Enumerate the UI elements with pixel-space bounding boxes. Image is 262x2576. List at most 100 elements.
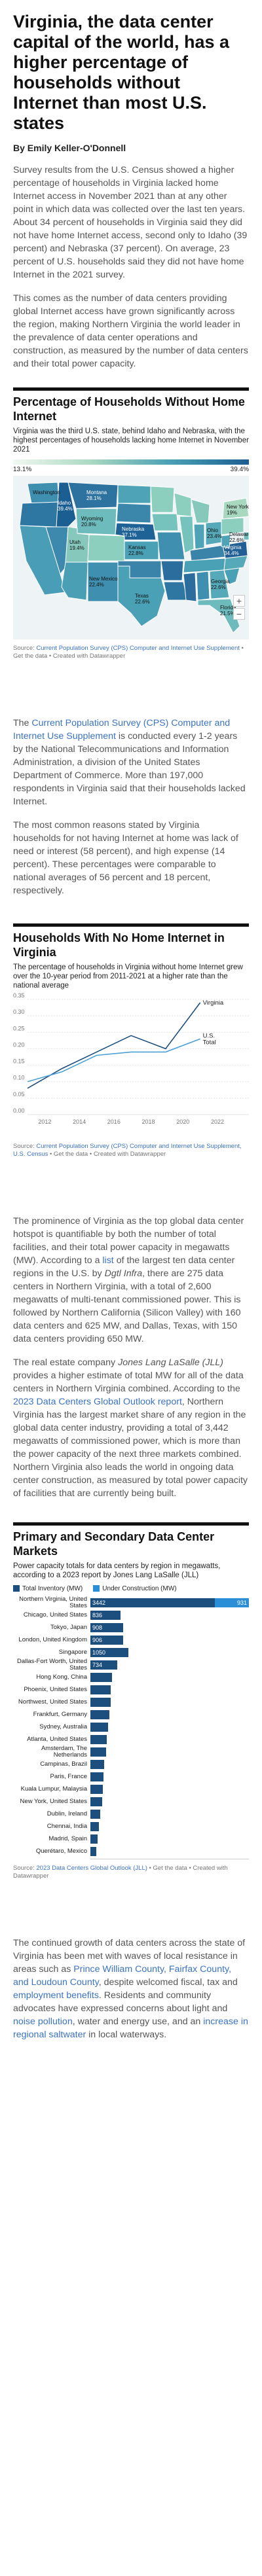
bar-row: Madrid, Spain (13, 1833, 249, 1845)
zoom-out-button[interactable]: − (233, 608, 245, 620)
y-tick-label: 0.05 (13, 1091, 25, 1098)
bar-total[interactable] (90, 1810, 100, 1819)
bar-total[interactable] (90, 1698, 111, 1707)
line-chart-description: The percentage of households in Virginia… (13, 963, 249, 990)
bar-chart-description: Power capacity totals for data centers b… (13, 1562, 249, 1580)
series-label-u-s-total: U.S. Total (203, 1032, 216, 1046)
bar-total[interactable]: 1050 (90, 1648, 128, 1657)
article-title: Virginia, the data center capital of the… (13, 0, 249, 134)
bar-track (90, 1673, 249, 1682)
state-south-dakota[interactable] (117, 503, 151, 523)
us-choropleth-map[interactable]: Montana 28.1% Idaho 39.4% Wyoming 20.8% Nebras… (13, 476, 249, 639)
state-louisiana[interactable] (164, 582, 187, 600)
bar-total[interactable] (90, 1797, 102, 1806)
bar-category-label: Northwest, United States (13, 1699, 90, 1706)
bar-track (90, 1785, 249, 1794)
x-tick-label: 2012 (38, 1118, 51, 1125)
cps-paragraph-1: The Current Population Survey (CPS) Comp… (13, 717, 249, 808)
bar-total[interactable] (90, 1747, 106, 1757)
bar-row: Chicago, United States 836 (13, 1609, 249, 1621)
bar-category-label: Kuala Lumpur, Malaysia (13, 1786, 90, 1793)
bar-under-construction[interactable]: 931 (215, 1598, 249, 1607)
bar-legend: Total Inventory (MW) Under Construction … (13, 1585, 249, 1592)
y-tick-label: 0.35 (13, 992, 25, 999)
state-iowa[interactable] (152, 514, 178, 531)
jll-report-link[interactable]: 2023 Data Centers Global Outlook report (13, 1397, 182, 1407)
bar-category-label: Northern Virginia, United States (13, 1596, 90, 1609)
line-chart-section: Households With No Home Internet in Virg… (13, 923, 249, 1158)
bar-track: 836 (90, 1611, 249, 1620)
bar-total[interactable]: 906 (90, 1636, 123, 1645)
bar-row: Kuala Lumpur, Malaysia (13, 1783, 249, 1795)
state-indiana[interactable] (194, 524, 204, 549)
bar-category-label: London, United Kingdom (13, 1637, 90, 1643)
zoom-in-button[interactable]: + (233, 595, 245, 607)
bar-track (90, 1847, 249, 1856)
bar-row: London, United Kingdom 906 (13, 1634, 249, 1646)
bar-category-label: Dallas-Fort Worth, United States (13, 1658, 90, 1672)
final-paragraph: The continued growth of data centers acr… (13, 1937, 249, 2054)
bar-total[interactable] (90, 1772, 103, 1781)
bar-total[interactable] (90, 1785, 103, 1794)
series-line-u-s-total[interactable] (28, 1039, 200, 1081)
map-label-idaho: Idaho 39.4% (58, 500, 73, 512)
intro-paragraph-1: Survey results from the U.S. Census show… (13, 164, 249, 281)
byline: By Emily Keller-O'Donnell (13, 143, 249, 153)
bar-total[interactable] (90, 1760, 104, 1769)
bar-source-link[interactable]: 2023 Data Centers Global Outlook (JLL) (36, 1865, 147, 1872)
series-label-virginia: Virginia (203, 999, 224, 1007)
bar-track (90, 1760, 249, 1769)
bar-track (90, 1685, 249, 1694)
bar-row: Northern Virginia, United States 3442 931 (13, 1596, 249, 1609)
noise-link[interactable]: noise pollution (13, 2016, 73, 2027)
bar-row: Chennai, India (13, 1820, 249, 1833)
state-oregon[interactable] (20, 502, 59, 527)
map-legend-labels: 13.1% 39.4% (13, 466, 249, 473)
legend-total-swatch (13, 1585, 20, 1592)
x-tick-label: 2016 (107, 1118, 121, 1125)
legend-min: 13.1% (13, 466, 31, 473)
bar-total[interactable] (90, 1847, 96, 1856)
bar-total[interactable]: 734 (90, 1660, 117, 1670)
bar-total[interactable] (90, 1710, 109, 1719)
state-michigan[interactable] (191, 499, 210, 523)
bar-total[interactable] (90, 1834, 98, 1844)
bar-total[interactable]: 3442 (90, 1598, 215, 1607)
bar-category-label: Singapore (13, 1649, 90, 1656)
state-arkansas[interactable] (161, 561, 183, 581)
state-minnesota[interactable] (151, 486, 174, 512)
employment-link[interactable]: employment benefits (13, 1990, 99, 2001)
bar-row: Querétaro, Mexico (13, 1845, 249, 1857)
bar-chart-title: Primary and Secondary Data Center Market… (13, 1522, 249, 1558)
bar-total[interactable]: 836 (90, 1611, 121, 1620)
bar-total[interactable] (90, 1735, 107, 1744)
state-arizona[interactable] (62, 562, 88, 600)
bar-track (90, 1698, 249, 1707)
state-missouri[interactable] (157, 532, 185, 560)
bar-total[interactable] (90, 1822, 99, 1831)
x-tick-label: 2022 (211, 1118, 224, 1125)
state-north-dakota[interactable] (118, 485, 151, 503)
bar-total[interactable]: 908 (90, 1623, 123, 1632)
bar-row: Frankfurt, Germany (13, 1708, 249, 1721)
bar-track (90, 1747, 249, 1757)
state-wisconsin[interactable] (174, 493, 191, 516)
bar-category-label: Atlanta, United States (13, 1736, 90, 1743)
series-line-virginia[interactable] (28, 1003, 200, 1088)
map-source-link[interactable]: Current Population Survey (CPS) Computer… (36, 645, 240, 652)
bar-total[interactable] (90, 1723, 108, 1732)
bar-track: 908 (90, 1623, 249, 1632)
bar-category-label: Paris, France (13, 1774, 90, 1780)
line-chart-svg: 0.000.050.100.150.200.250.300.352012 2014… (13, 990, 249, 1134)
bar-track (90, 1822, 249, 1831)
bar-row: Atlanta, United States (13, 1733, 249, 1745)
bar-total[interactable] (90, 1685, 111, 1694)
state-alabama[interactable] (196, 571, 210, 600)
bar-total[interactable] (90, 1673, 112, 1682)
list-link[interactable]: list (102, 1255, 113, 1266)
bar-category-label: Tokyo, Japan (13, 1624, 90, 1631)
bar-track (90, 1797, 249, 1806)
bar-track (90, 1810, 249, 1819)
map-label-washington: Washington (33, 490, 60, 495)
state-colorado[interactable] (88, 535, 124, 561)
